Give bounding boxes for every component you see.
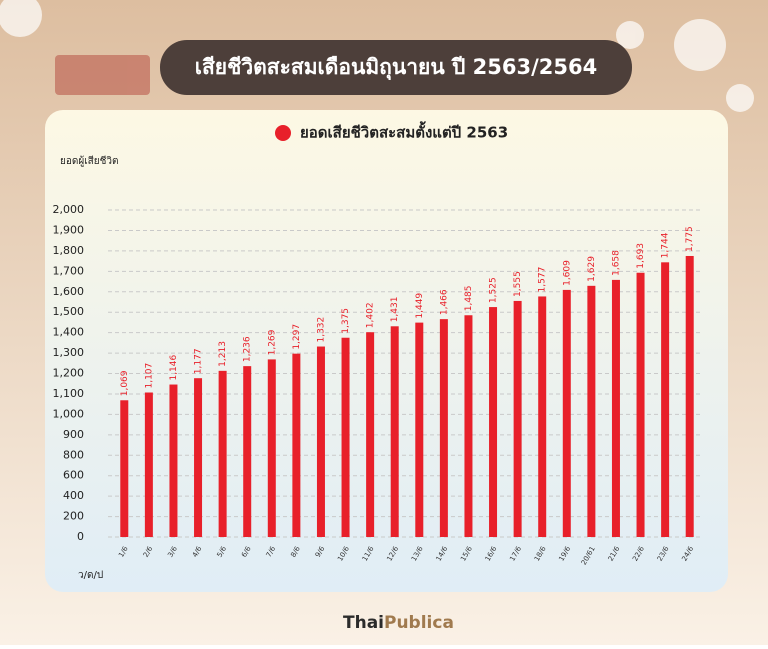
- bar: [685, 255, 694, 537]
- bar: [194, 378, 203, 537]
- y-tick-label: 1,800: [53, 244, 85, 257]
- bar: [341, 337, 350, 537]
- value-label: 1,069: [120, 370, 130, 396]
- value-label: 1,744: [661, 232, 671, 258]
- brand: Thai: [343, 613, 384, 633]
- bar: [243, 366, 252, 537]
- bar: [366, 332, 375, 537]
- value-label: 1,629: [587, 256, 597, 282]
- y-tick-label: 400: [63, 489, 84, 502]
- bar: [562, 289, 571, 537]
- bar: [292, 353, 301, 537]
- brand: Publica: [384, 613, 454, 633]
- value-label: 1,555: [513, 271, 523, 297]
- value-label: 1,402: [366, 302, 376, 328]
- title: เสียชีวิตสะสมเดือนมิถุนายน ปี 2563/2564: [195, 55, 597, 81]
- y-tick-label: 0: [77, 530, 84, 543]
- bar: [513, 300, 522, 537]
- bar: [611, 279, 620, 537]
- x-axis-label: ว/ด/ป: [78, 570, 103, 581]
- bar: [489, 307, 498, 537]
- value-label: 1,332: [316, 317, 326, 343]
- value-label: 1,775: [685, 226, 695, 252]
- y-tick-label: 1,100: [53, 387, 85, 400]
- decoration: [0, 0, 754, 112]
- bar: [439, 319, 448, 537]
- value-label: 1,269: [267, 329, 277, 355]
- bar: [316, 346, 325, 537]
- value-label: 1,236: [243, 336, 253, 362]
- title-pill: [160, 40, 632, 95]
- legend-label: ยอดเสียชีวิตสะสมตั้งแต่ปี 2563: [300, 121, 508, 142]
- plot: 0 200 400 600 800 900 1,000 1,100 1,200 1,300 1,40…: [53, 203, 702, 566]
- value-label: 1,213: [218, 341, 228, 367]
- bar: [587, 285, 596, 537]
- y-tick-label: 1,600: [53, 285, 85, 298]
- y-tick-label: 2,000: [53, 203, 85, 216]
- value-label: 1,485: [464, 285, 474, 311]
- y-tick-label: 200: [63, 510, 84, 523]
- y-tick-label: 1,500: [53, 305, 85, 318]
- y-tick-label: 900: [63, 428, 84, 441]
- bar: [218, 370, 227, 537]
- value-label: 1,658: [611, 250, 621, 276]
- bar: [390, 326, 399, 537]
- y-tick-label: 600: [63, 469, 84, 482]
- value-label: 1,466: [439, 289, 449, 315]
- y-axis-label: ยอดผู้เสียชีวิต: [60, 155, 119, 167]
- bar: [415, 322, 424, 537]
- value-label: 1,609: [562, 260, 572, 286]
- bar: [169, 384, 178, 537]
- y-tick-label: 800: [63, 448, 84, 461]
- value-label: 1,146: [169, 354, 179, 380]
- bar: [464, 315, 473, 537]
- y-tick-label: 1,400: [53, 326, 85, 339]
- y-tick-label: 1,200: [53, 367, 85, 380]
- y-tick-label: 1,300: [53, 346, 85, 359]
- value-label: 1,177: [194, 348, 204, 374]
- legend-marker: [275, 125, 291, 141]
- value-label: 1,525: [489, 277, 499, 303]
- bar: [120, 400, 129, 537]
- value-label: 1,297: [292, 324, 302, 350]
- bar: [267, 359, 276, 537]
- value-label: 1,449: [415, 293, 425, 319]
- bar: [538, 296, 547, 537]
- value-label: 1,693: [636, 243, 646, 269]
- value-label: 1,107: [144, 363, 154, 389]
- bar: [661, 262, 670, 537]
- value-label: 1,431: [390, 297, 400, 323]
- bar: [636, 272, 645, 537]
- y-tick-label: 1,900: [53, 223, 85, 236]
- y-tick-label: 1,000: [53, 407, 85, 420]
- bar: [144, 392, 153, 537]
- value-label: 1,375: [341, 308, 351, 334]
- y-tick-label: 1,700: [53, 264, 85, 277]
- value-label: 1,577: [538, 267, 548, 293]
